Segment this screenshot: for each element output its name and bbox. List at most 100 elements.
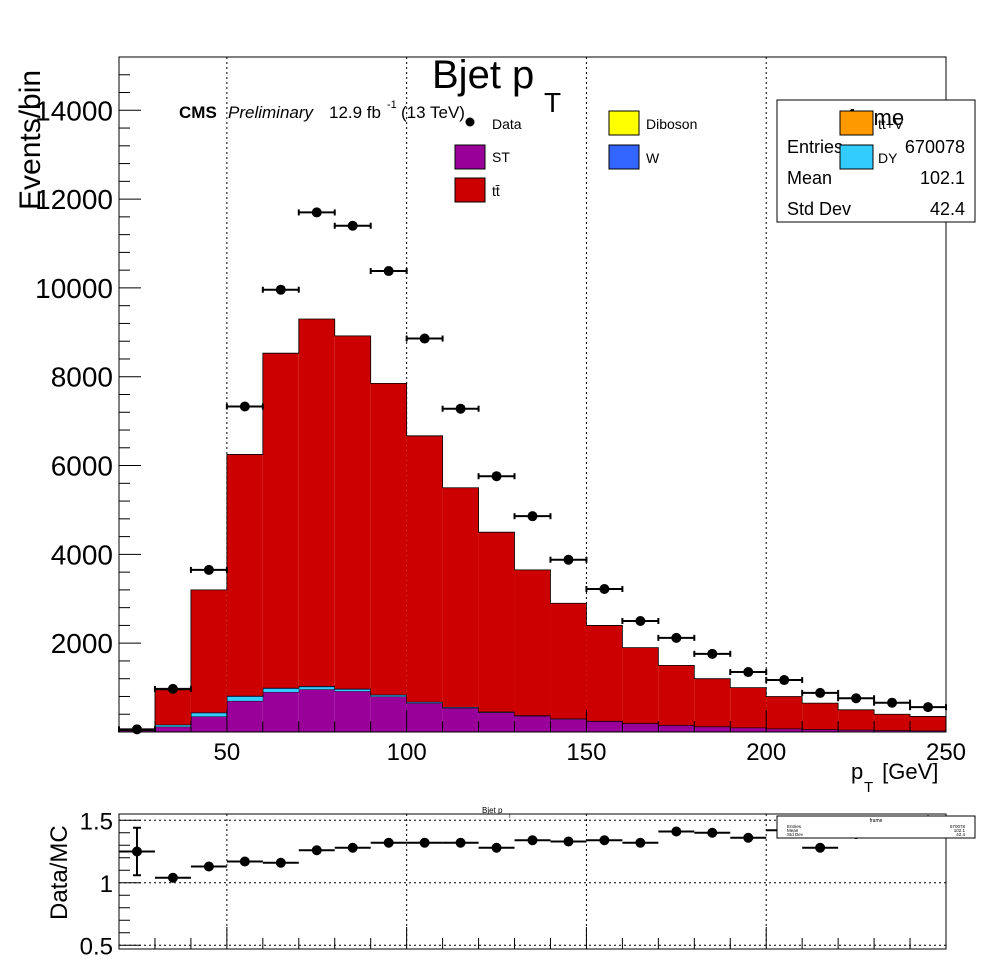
bar-st [262, 692, 299, 732]
data-point [635, 615, 646, 626]
bar-tt [550, 603, 587, 719]
ratio-point [239, 856, 250, 867]
legend-swatch-w [608, 144, 640, 170]
data-point [599, 584, 610, 595]
data-point [923, 702, 934, 713]
bar-dy [190, 712, 227, 717]
legend-entry-dy: DY [839, 144, 898, 170]
ratio-y-tick-label: 1.5 [80, 808, 113, 835]
data-points [118, 207, 947, 735]
main-x-tick-label: 250 [926, 739, 966, 766]
legend-swatch-st [454, 144, 486, 170]
ratio-point [167, 872, 178, 883]
bar-st [694, 726, 731, 732]
data-point [347, 220, 358, 231]
x-label-unit: [GeV] [876, 759, 938, 784]
ratio-point [311, 845, 322, 856]
bar-st [406, 703, 443, 732]
legend-label-dy: DY [878, 150, 898, 166]
bar-st [190, 716, 227, 732]
preliminary-text: Preliminary [228, 103, 315, 122]
stats-entries-value: 670078 [905, 137, 965, 157]
main-x-axis-label: p T [GeV] [851, 759, 938, 796]
data-point [671, 632, 682, 643]
bar-tt [190, 589, 227, 713]
ratio-stats-mean-value: 102.1 [954, 828, 966, 833]
bar-st [478, 712, 515, 732]
energy-text: (13 TeV) [401, 103, 465, 122]
ratio-point [419, 837, 430, 848]
data-point [743, 667, 754, 678]
main-y-tick-label: 14000 [35, 95, 113, 126]
legend-label-w: W [646, 150, 660, 166]
data-point [527, 511, 538, 522]
legend-label-st: ST [492, 149, 510, 165]
bar-tt [262, 353, 299, 688]
ratio-y-tick-label: 0.5 [80, 933, 113, 960]
bar-dy [154, 724, 191, 727]
stats-box: frame Entries 670078 Mean 102.1 Std Dev … [776, 99, 976, 223]
data-point [311, 207, 322, 218]
bar-st [226, 700, 263, 732]
stats-mean-value: 102.1 [920, 168, 965, 188]
bar-st [622, 723, 659, 732]
bar-dy [298, 686, 335, 690]
data-point [383, 266, 394, 277]
bar-tt [370, 383, 407, 695]
ratio-point [347, 842, 358, 853]
main-y-tick-label: 6000 [51, 451, 113, 482]
legend-swatch-diboson [608, 110, 640, 136]
ratio-y-tick-label: 1 [100, 871, 113, 898]
bar-tt [298, 319, 335, 687]
title-sub: T [544, 87, 561, 118]
data-point [167, 683, 178, 694]
legend-swatch-ttv [839, 110, 874, 136]
main-y-tick-label: 10000 [35, 273, 113, 304]
bar-tt [910, 716, 946, 731]
legend-label-data: Data [492, 116, 522, 132]
bar-tt [838, 709, 875, 730]
stats-stddev-value: 42.4 [930, 199, 965, 219]
main-y-tick-label: 2000 [51, 628, 113, 659]
bar-st [802, 729, 839, 732]
bar-st [586, 721, 623, 732]
legend-entry-ttbar: tt̄ [454, 177, 500, 203]
bar-tt [442, 487, 479, 707]
bar-st [334, 691, 371, 732]
ratio-point [599, 835, 610, 846]
bar-tt [514, 569, 551, 716]
stats-box-frame [776, 99, 976, 223]
legend-entry-st: ST [454, 144, 510, 170]
data-point [563, 554, 574, 565]
data-point [887, 697, 898, 708]
bar-outline-tt [118, 318, 947, 732]
x-label-sub: T [864, 779, 873, 796]
bar-st [550, 719, 587, 732]
bar-dy [334, 689, 371, 692]
ratio-title-sub: T [508, 814, 512, 820]
data-point [203, 564, 214, 575]
legend-entry-w: W [608, 144, 660, 170]
legend-entry-ttv: tt+V [839, 110, 904, 136]
ratio-stats-entries-value: 670078 [950, 824, 966, 829]
main-y-axis-label: Events/bin [14, 70, 47, 210]
bar-tt [802, 703, 839, 730]
bar-st [514, 716, 551, 732]
ratio-point [671, 826, 682, 837]
bar-st [298, 689, 335, 732]
bar-tt [622, 647, 659, 724]
ratio-stats-mean-label: Mean [787, 828, 799, 833]
data-point [707, 648, 718, 659]
bar-tt [406, 435, 443, 702]
data-point [275, 284, 286, 295]
chart-title: Bjet p T [432, 53, 561, 118]
bar-st [154, 726, 191, 732]
cms-text: CMS [179, 103, 217, 122]
ratio-point [275, 857, 286, 868]
main-x-tick-label: 50 [214, 739, 241, 766]
ratio-point [455, 837, 466, 848]
ratio-stats-title: frame [870, 818, 883, 824]
title-main: Bjet p [432, 53, 534, 97]
ratio-point [131, 846, 142, 857]
